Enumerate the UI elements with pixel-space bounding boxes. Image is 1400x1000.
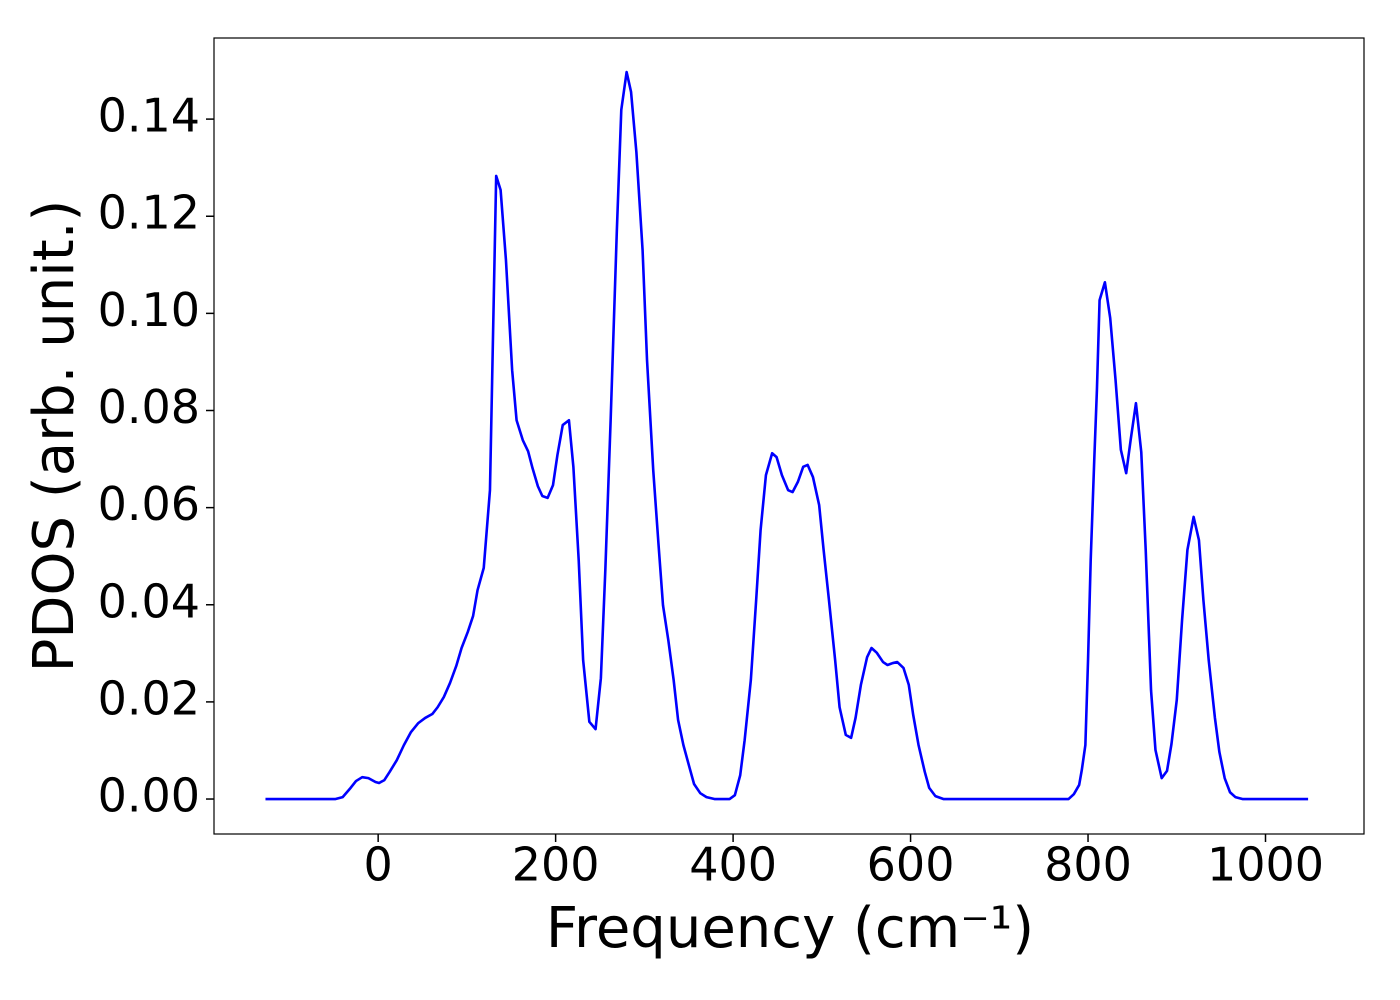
y-axis-label: PDOS (arb. unit.) [22, 200, 87, 673]
x-tick-label: 800 [1044, 838, 1132, 892]
y-tick-label: 0.14 [98, 89, 200, 143]
y-tick-label: 0.12 [98, 186, 200, 240]
x-tick-label: 1000 [1207, 838, 1324, 892]
x-tick-label: 600 [867, 838, 955, 892]
x-tick-label: 400 [689, 838, 777, 892]
plot-frame [213, 37, 1365, 835]
y-tick-label: 0.04 [98, 574, 200, 628]
y-tick-label: 0.02 [98, 671, 200, 725]
x-tick-label: 0 [364, 838, 393, 892]
y-tick-label: 0.00 [98, 769, 200, 823]
x-tick-label: 200 [512, 838, 600, 892]
x-axis-label: Frequency (cm⁻¹) [546, 896, 1034, 961]
y-tick-label: 0.06 [98, 477, 200, 531]
data-line [265, 70, 1309, 801]
y-tick-label: 0.10 [98, 283, 200, 337]
y-tick-label: 0.08 [98, 380, 200, 434]
